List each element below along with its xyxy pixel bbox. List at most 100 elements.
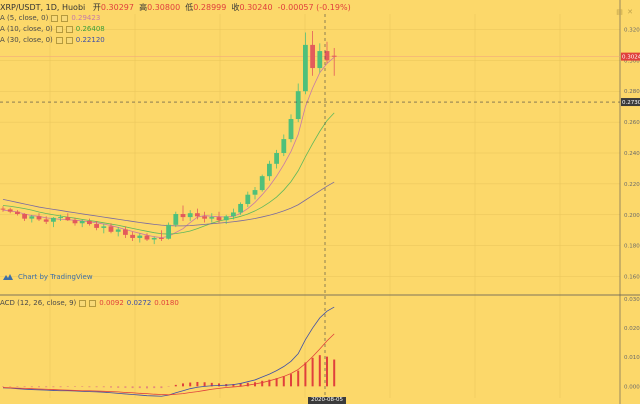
crosshair-price-tag-bg (621, 98, 640, 107)
candle-body (72, 220, 78, 224)
candle-body (87, 220, 92, 225)
macd-hist-bar (261, 380, 264, 387)
open-value: 0.30297 (100, 3, 134, 12)
macd-hist-bar (218, 383, 220, 387)
low-value: 0.28999 (193, 3, 227, 12)
symbol-header: XRP/USDT, 1D, Huobi 开0.30297 高0.30800 低0… (0, 2, 351, 13)
candle-body (295, 91, 301, 120)
price-axis-label: 0.32000 (624, 27, 640, 33)
candle-body (36, 216, 42, 220)
attribution-text: Chart by TradingView (18, 273, 93, 281)
price-axis-label: 0.18000 (624, 244, 640, 250)
eye-icon[interactable] (55, 25, 63, 33)
candle-body (29, 216, 35, 219)
ma10-legend[interactable]: A (10, close, 0) 0.26408 (0, 25, 105, 33)
macd-hist-bar (138, 386, 141, 389)
macd-hist-bar (282, 376, 285, 387)
macd-hist-bar (95, 386, 98, 388)
open-label: 开 (92, 3, 101, 12)
high-value: 0.30800 (147, 3, 181, 12)
ma5-value: 0.29423 (71, 14, 101, 22)
candle-body (317, 51, 323, 69)
crosshair-date-label: 2020-08-05 (308, 397, 346, 404)
macd-hist-bar (81, 386, 84, 387)
macd-line-value: 0.0272 (126, 299, 152, 307)
macd-hist-bar (290, 374, 292, 387)
macd-hist-bar (304, 362, 307, 387)
macd-signal-value: 0.0180 (154, 299, 179, 307)
close-icon[interactable] (89, 299, 97, 307)
close-icon[interactable] (65, 25, 73, 33)
eye-icon[interactable] (55, 36, 63, 44)
macd-hist-bar (102, 386, 105, 388)
candle-body (223, 216, 229, 221)
candle-body (123, 229, 128, 235)
macd-hist-bar (326, 356, 328, 387)
close-icon[interactable] (65, 36, 73, 44)
price-axis-label: 0.28000 (624, 89, 640, 95)
crosshair-price-tag: 0.27300 (622, 100, 640, 106)
high-label: 高 (139, 3, 148, 12)
macd-hist-bar (210, 382, 213, 387)
candle-body (130, 234, 135, 238)
candle-body (173, 214, 179, 225)
ma5-legend[interactable]: A (5, close, 0) 0.29423 (0, 14, 100, 22)
macd-legend[interactable]: ACD (12, 26, close, 9) 0.0092 0.0272 0.0… (0, 299, 179, 307)
macd-hist-bar (38, 386, 40, 388)
close-icon[interactable] (61, 14, 69, 22)
macd-hist-bar (110, 386, 112, 388)
macd-hist-bar (160, 386, 163, 389)
candle-body (166, 224, 171, 239)
candle-body (231, 212, 236, 217)
macd-hist-value: 0.0092 (99, 299, 124, 307)
price-axis-label: 0.24000 (624, 151, 640, 157)
candle-body (101, 226, 107, 228)
macd-axis-label: 0.01000 (624, 355, 640, 361)
candle-body (22, 214, 27, 219)
macd-hist-bar (88, 386, 91, 388)
pane-controls[interactable]: ▤ ✕ (616, 8, 634, 16)
macd-label: ACD (12, 26, close, 9) (0, 299, 77, 307)
candle-body (94, 224, 99, 228)
ma30-legend[interactable]: A (30, close, 0) 0.22120 (0, 36, 105, 44)
tradingview-attribution[interactable]: Chart by TradingView (2, 272, 93, 282)
ma30-value: 0.22120 (75, 36, 105, 44)
macd-hist-bar (30, 386, 33, 388)
ma10-line (2, 112, 335, 235)
macd-hist-bar (153, 386, 156, 389)
symbol-title: XRP/USDT, 1D, Huobi (0, 3, 86, 12)
candle-body (0, 208, 6, 210)
candle-body (51, 217, 56, 222)
macd-hist-bar (23, 386, 26, 388)
candle-body (15, 211, 20, 215)
macd-hist-bar (45, 386, 48, 388)
candle-body (187, 213, 193, 218)
signal-line (2, 333, 335, 396)
tradingview-logo-icon (3, 274, 13, 280)
price-axis-label: 0.22000 (624, 182, 640, 188)
candle-body (303, 44, 308, 92)
eye-icon[interactable] (51, 14, 59, 22)
price-axis-label: 0.26000 (624, 120, 640, 126)
macd-hist-bar (124, 386, 127, 388)
price-axis-label: 0.16000 (624, 275, 640, 281)
low-label: 低 (185, 3, 194, 12)
change-value: -0.00057 (-0.19%) (277, 3, 351, 12)
macd-hist-bar (182, 383, 184, 387)
macd-hist-bar (52, 386, 55, 388)
candle-body (7, 209, 13, 212)
macd-hist-bar (66, 386, 69, 387)
last-price-tag: 0.30240 (622, 55, 640, 61)
ma10-value: 0.26408 (75, 25, 105, 33)
macd-hist-bar (203, 382, 206, 387)
ma30-label: A (30, close, 0) (0, 36, 53, 44)
close-value: 0.30240 (239, 3, 273, 12)
macd-hist-bar (333, 359, 336, 387)
eye-icon[interactable] (79, 299, 87, 307)
macd-hist-bar (318, 355, 321, 387)
candle-body (259, 176, 265, 191)
candle-body (137, 235, 143, 238)
macd-hist-bar (232, 384, 235, 387)
macd-hist-bar (167, 386, 170, 387)
